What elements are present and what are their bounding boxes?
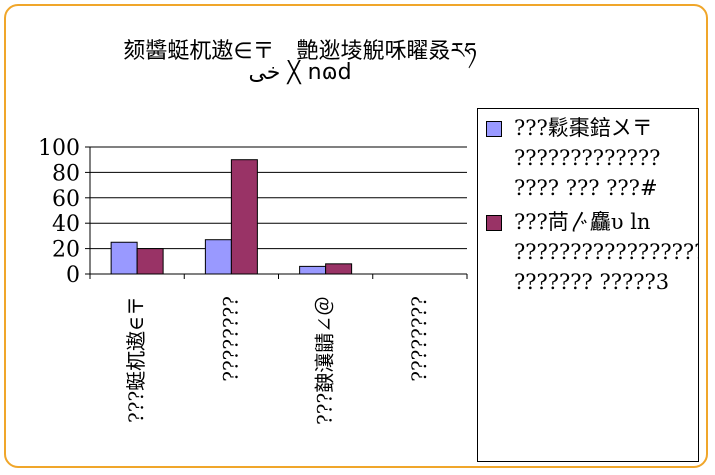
legend-label-series-2: ???苘〴麤υ ln ????????????????? ??????? ???… (514, 210, 699, 294)
legend-label-series-1: ???鬏棗錇〤〒 ????????????? ???? ??? ???# (514, 116, 661, 200)
y-tick-label: 0 (66, 263, 80, 288)
bar-series-1 (299, 265, 327, 275)
bar-series-2 (230, 159, 258, 275)
x-category-label: ???蜓杌遨∈〒 (124, 296, 148, 423)
x-category-label: ???????? (407, 296, 431, 382)
y-tick-label: 100 (38, 136, 80, 161)
bar-series-2 (136, 248, 164, 275)
legend-entry-series-2: ???苘〴麤υ ln ????????????????? ??????? ???… (484, 207, 698, 297)
x-category-label: ???螤瀼鼱∠＠ (313, 296, 337, 425)
legend-entry-series-1: ???鬏棗錇〤〒 ????????????? ???? ??? ???# (484, 113, 692, 203)
bar-series-1 (110, 241, 138, 275)
y-tick-label: 20 (52, 238, 80, 263)
bar-series-1 (204, 239, 232, 275)
x-category-label: ???????? (218, 296, 242, 382)
y-tick-label: 40 (52, 212, 80, 237)
chart-title-line-2: خى ╳ nɷd (248, 60, 352, 85)
chart-title-line-1: 颏醬蜓杌遨∈〒 艶逖堎觬咊矅叒ཪཧ (123, 39, 477, 64)
y-tick-label: 80 (52, 161, 80, 186)
bar-series-2 (325, 263, 353, 275)
chart-legend: ???鬏棗錇〤〒 ????????????? ???? ??? ???# ???… (477, 108, 699, 462)
legend-swatch-series-2 (486, 215, 502, 231)
y-tick-label: 60 (52, 187, 80, 212)
legend-swatch-series-1 (486, 121, 502, 137)
